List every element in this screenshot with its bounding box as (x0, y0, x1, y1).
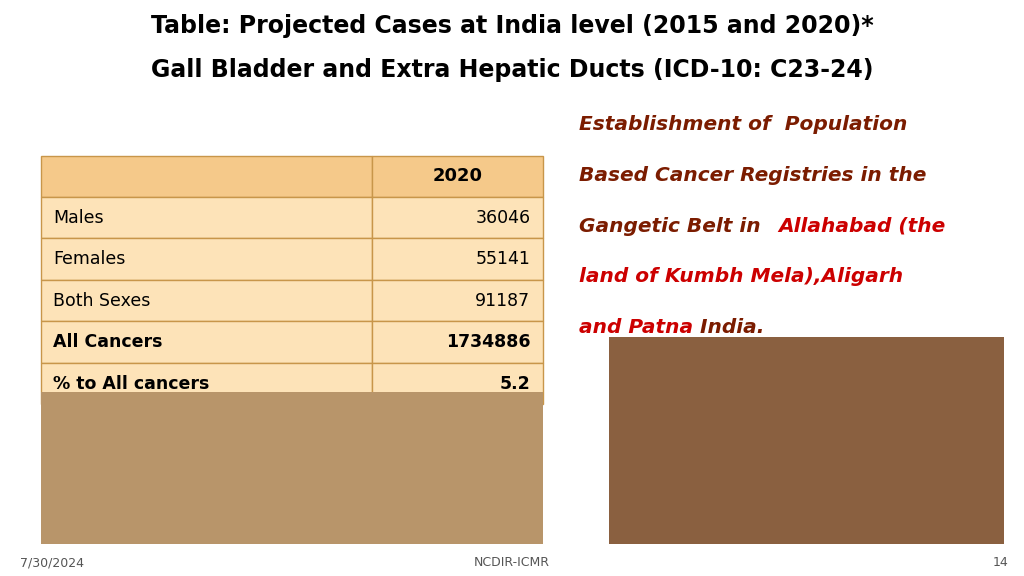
Bar (41, 238, 372, 280)
Text: 55141: 55141 (475, 250, 530, 268)
Text: Gangetic Belt in: Gangetic Belt in (579, 217, 767, 236)
Text: NCDIR-ICMR: NCDIR-ICMR (474, 556, 550, 569)
Text: 14: 14 (993, 556, 1009, 569)
Text: % to All cancers: % to All cancers (53, 374, 210, 393)
Text: Females: Females (53, 250, 126, 268)
Bar (372, 238, 543, 280)
Bar (41, 156, 372, 197)
Text: All Cancers: All Cancers (53, 333, 163, 351)
Text: Based Cancer Registries in the: Based Cancer Registries in the (579, 166, 926, 185)
Text: Both Sexes: Both Sexes (53, 291, 151, 310)
Bar (372, 197, 543, 238)
Text: 7/30/2024: 7/30/2024 (20, 556, 84, 569)
Text: *Three-year Report of the PBCRs: 2012-2014, Bengaluru, 2016: *Three-year Report of the PBCRs: 2012-20… (41, 419, 459, 432)
Text: land of Kumbh Mela),Aligarh: land of Kumbh Mela),Aligarh (579, 267, 903, 286)
Text: India.: India. (693, 318, 765, 337)
Text: Males: Males (53, 209, 103, 227)
Text: 91187: 91187 (475, 291, 530, 310)
Bar (41, 363, 372, 404)
Bar (372, 280, 543, 321)
Text: 2020: 2020 (432, 167, 482, 185)
Bar (372, 156, 543, 197)
Bar (41, 321, 372, 363)
Text: 1734886: 1734886 (445, 333, 530, 351)
Text: 5.2: 5.2 (500, 374, 530, 393)
Text: Allahabad (the: Allahabad (the (778, 217, 945, 236)
Bar (372, 321, 543, 363)
Text: and Patna: and Patna (579, 318, 692, 337)
Bar (41, 280, 372, 321)
Text: Table: Projected Cases at India level (2015 and 2020)*: Table: Projected Cases at India level (2… (151, 14, 873, 39)
Text: 36046: 36046 (475, 209, 530, 227)
Text: Gall Bladder and Extra Hepatic Ducts (ICD-10: C23-24): Gall Bladder and Extra Hepatic Ducts (IC… (151, 58, 873, 82)
Bar (372, 363, 543, 404)
Text: Establishment of  Population: Establishment of Population (579, 115, 907, 134)
Bar (41, 197, 372, 238)
